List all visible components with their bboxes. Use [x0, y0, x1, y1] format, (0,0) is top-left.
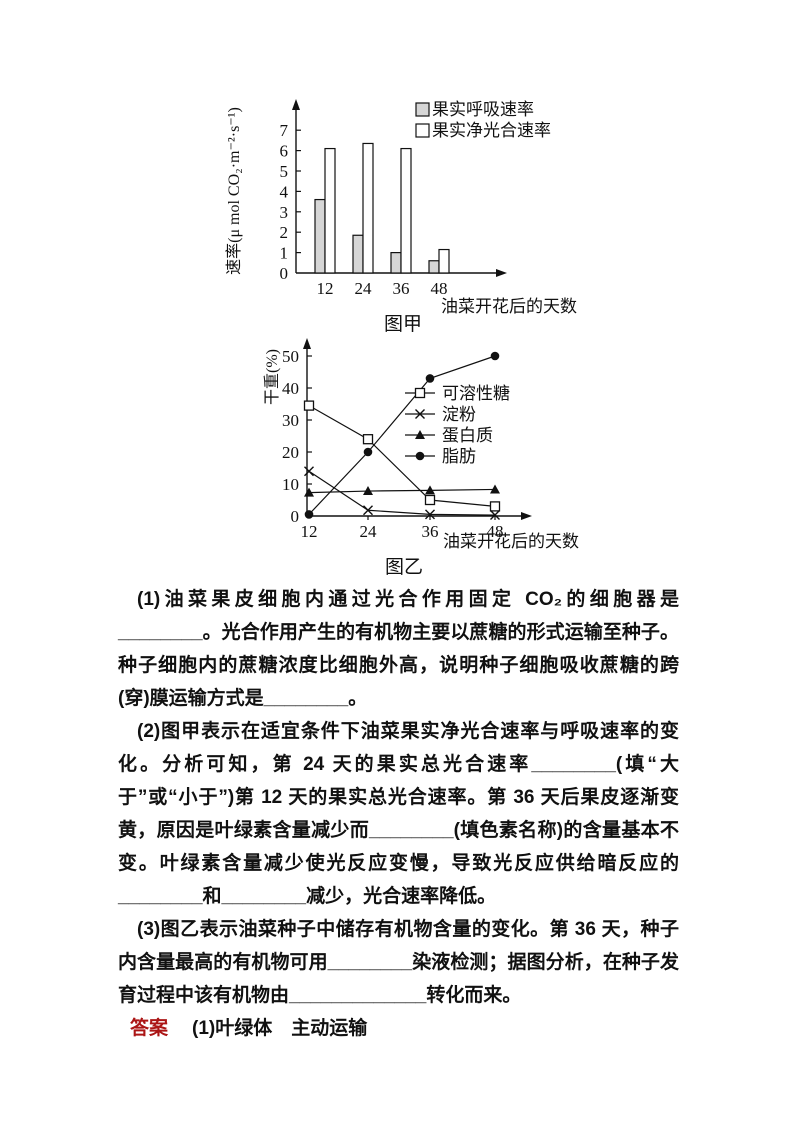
x-axis-label: 油菜开花后的天数 — [443, 532, 579, 551]
marker-square — [489, 501, 501, 512]
marker-x — [425, 509, 435, 520]
x-axis-arrow — [496, 269, 507, 277]
x-tick-label: 36 — [422, 522, 439, 541]
figure-yi-line-chart: 0 10 20 30 40 50 12 24 36 48 可溶性糖淀粉蛋白质脂肪 干重(%) 油菜开花后… — [220, 333, 612, 585]
y-tick-label: 10 — [282, 475, 299, 494]
legend-label: 淀粉 — [442, 405, 476, 424]
x-axis-label: 油菜开花后的天数 — [441, 297, 577, 316]
question-text-block: (1)油菜果皮细胞内通过光合作用固定 CO₂的细胞器是________。光合作用… — [118, 583, 679, 1045]
y-tick-label: 3 — [280, 203, 289, 222]
bar-果实呼吸速率-48 — [428, 260, 440, 274]
answer-label: 答案 — [130, 1018, 169, 1039]
y-axis-label: 干重(%) — [263, 349, 281, 405]
legend-label: 可溶性糖 — [442, 384, 510, 403]
marker-square — [414, 387, 426, 399]
x-tick-label: 48 — [431, 279, 448, 298]
y-axis-arrow — [292, 99, 300, 110]
y-tick-label: 7 — [280, 121, 289, 140]
question-paragraph-3: (3)图乙表示油菜种子中储存有机物含量的变化。第 36 天，种子内含量最高的有机… — [118, 919, 679, 1006]
series-line-可溶性糖 — [308, 405, 496, 507]
y-tick-label: 2 — [280, 223, 289, 242]
y-tick-label: 40 — [282, 379, 299, 398]
marker-triangle — [425, 485, 435, 495]
marker-circle — [425, 374, 435, 383]
answer-line: 答案 (1)叶绿体 主动运输 — [118, 1012, 679, 1045]
x-tick-label: 12 — [317, 279, 334, 298]
legend-label: 脂肪 — [442, 447, 476, 466]
marker-x — [363, 505, 373, 516]
x-tick-label: 24 — [355, 279, 373, 298]
y-tick-label: 5 — [280, 162, 289, 181]
marker-triangle — [363, 486, 373, 496]
legend-swatch — [415, 123, 430, 138]
x-tick-label: 48 — [487, 522, 504, 541]
legend-label: 果实净光合速率 — [432, 121, 551, 140]
y-tick-label: 6 — [280, 142, 289, 161]
marker-triangle — [415, 430, 425, 439]
marker-x — [304, 466, 314, 477]
marker-circle — [304, 510, 314, 519]
y-axis-label: 速率(μ mol CO₂·m⁻²·s⁻¹) — [225, 107, 243, 275]
marker-circle — [415, 451, 425, 461]
x-tick-label: 36 — [393, 279, 410, 298]
bar-果实呼吸速率-24 — [352, 234, 364, 274]
x-axis-arrow — [521, 512, 532, 520]
y-tick-label: 0 — [280, 264, 289, 283]
marker-square — [303, 400, 315, 411]
question-paragraph-2: (2)图甲表示在适宜条件下油菜果实净光合速率与呼吸速率的变化。分析可知，第 24… — [118, 721, 679, 907]
bar-果实呼吸速率-12 — [314, 198, 326, 274]
question-paragraph-1: (1)油菜果皮细胞内通过光合作用固定 CO₂的细胞器是________。光合作用… — [118, 589, 679, 709]
y-tick-label: 4 — [280, 182, 289, 201]
marker-square — [424, 494, 436, 506]
y-tick-label: 50 — [282, 347, 299, 366]
marker-x — [490, 510, 500, 521]
marker-square — [362, 434, 374, 445]
x-tick-label: 12 — [301, 522, 318, 541]
bar-果实净光合速率-24 — [362, 142, 374, 274]
marker-circle — [363, 447, 373, 457]
series-line-蛋白质 — [308, 488, 496, 494]
answer-text: (1)叶绿体 主动运输 — [192, 1018, 368, 1039]
marker-x — [415, 409, 425, 419]
x-tick-label: 24 — [360, 522, 378, 541]
legend-label: 蛋白质 — [442, 426, 493, 445]
bar-果实净光合速率-12 — [324, 147, 336, 274]
series-line-脂肪 — [308, 355, 496, 515]
y-tick-label: 20 — [282, 443, 299, 462]
marker-triangle — [304, 487, 314, 497]
y-tick-label: 30 — [282, 411, 299, 430]
legend-swatch — [415, 102, 430, 117]
bar-果实净光合速率-36 — [400, 147, 412, 274]
figure-jia-bar-chart: 0 1 2 3 4 5 6 7 12 24 36 48 果实呼吸速率 果实净光合速率 速率(μ mol CO… — [213, 88, 605, 340]
bar-果实净光合速率-48 — [438, 248, 450, 274]
y-tick-label: 0 — [291, 507, 300, 526]
legend-label: 果实呼吸速率 — [432, 100, 534, 119]
bar-果实呼吸速率-36 — [390, 252, 402, 274]
marker-triangle — [490, 484, 500, 494]
y-axis-arrow — [303, 338, 311, 349]
figure-caption: 图甲 — [384, 314, 422, 335]
y-tick-label: 1 — [280, 244, 289, 263]
figure-caption: 图乙 — [385, 557, 423, 578]
marker-circle — [490, 351, 500, 361]
series-line-淀粉 — [308, 470, 496, 516]
